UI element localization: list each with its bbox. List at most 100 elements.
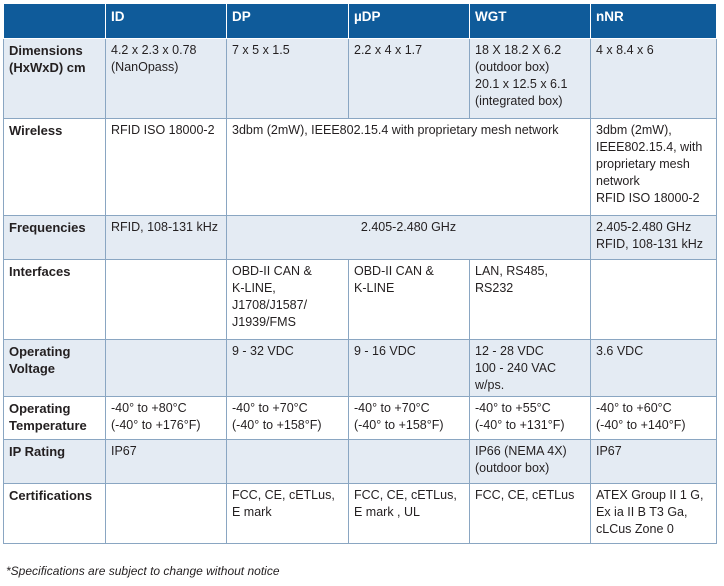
cell-line: E mark , UL	[354, 505, 420, 519]
cell-line: OBD-II CAN &	[232, 264, 312, 278]
cell-nnr: 2.405-2.480 GHz RFID, 108-131 kHz	[590, 215, 717, 260]
cell-line: 9 - 16 VDC	[354, 344, 416, 358]
cell-line: Ex ia II B T3 Ga,	[596, 505, 688, 519]
footnote: *Specifications are subject to change wi…	[6, 564, 280, 578]
cell-line: 7 x 5 x 1.5	[232, 43, 290, 57]
cell-line: network	[596, 174, 640, 188]
cell-line: proprietary mesh	[596, 157, 690, 171]
cell-line: RS232	[475, 281, 514, 295]
cell-line: -40° to +55°C	[475, 401, 551, 415]
row-frequencies: Frequencies RFID, 108-131 kHz 2.405-2.48…	[3, 215, 717, 260]
cell-line: 4 x 8.4 x 6	[596, 43, 654, 57]
row-label: Interfaces	[3, 259, 106, 340]
row-certifications: Certifications FCC, CE, cETLus, E mark FC…	[3, 483, 717, 544]
row-label: Operating Temperature	[3, 396, 106, 440]
cell-line: E mark	[232, 505, 272, 519]
header-udp: µDP	[348, 3, 470, 39]
cell-line: -40° to +80°C	[111, 401, 187, 415]
cell-line: Operating	[9, 344, 71, 359]
cell-line: 3.6 VDC	[596, 344, 644, 358]
cell-line: (integrated box)	[475, 94, 563, 108]
cell-udp: FCC, CE, cETLus, E mark , UL	[348, 483, 470, 544]
cell-line: 9 - 32 VDC	[232, 344, 294, 358]
cell-line: J1708/J1587/	[232, 298, 308, 312]
cell-wgt: 12 - 28 VDC 100 - 240 VAC w/ps.	[469, 339, 591, 397]
row-ip-rating: IP Rating IP67 IP66 (NEMA 4X) (outdoor bo…	[3, 439, 717, 484]
cell-line: ATEX Group II 1 G,	[596, 488, 704, 502]
cell-nnr: 3dbm (2mW), IEEE802.15.4, with proprietary…	[590, 118, 717, 216]
cell-line: Wireless	[9, 123, 63, 138]
spec-table: ID DP µDP WGT nNR Dimensions (HxWxD) cm 4…	[3, 3, 717, 544]
cell-line: K-LINE,	[232, 281, 276, 295]
cell-nnr: -40° to +60°C (-40° to +140°F)	[590, 396, 717, 440]
cell-line: 20.1 x 12.5 x 6.1	[475, 77, 568, 91]
row-label: IP Rating	[3, 439, 106, 484]
cell-line: 2.405-2.480 GHz	[360, 220, 457, 234]
cell-line: K-LINE	[354, 281, 395, 295]
cell-dp	[226, 439, 349, 484]
cell-wgt: FCC, CE, cETLus	[469, 483, 591, 544]
cell-nnr: IP67	[590, 439, 717, 484]
cell-line: J1939/FMS	[232, 315, 296, 329]
cell-line: (outdoor box)	[475, 60, 550, 74]
cell-wgt: LAN, RS485, RS232	[469, 259, 591, 340]
cell-line: 100 - 240 VAC w/ps.	[475, 361, 557, 392]
cell-nnr: 3.6 VDC	[590, 339, 717, 397]
row-label: Frequencies	[3, 215, 106, 260]
cell-line: Certifications	[9, 488, 93, 503]
header-id: ID	[105, 3, 227, 39]
cell-line: (outdoor box)	[475, 461, 550, 475]
cell-line: Frequencies	[9, 220, 86, 235]
cell-line: RFID, 108-131 kHz	[596, 237, 703, 251]
header-row: ID DP µDP WGT nNR	[3, 3, 717, 39]
header-nnr: nNR	[590, 3, 717, 39]
cell-id: IP67	[105, 439, 227, 484]
cell-udp: 2.2 x 4 x 1.7	[348, 38, 470, 119]
cell-line: IEEE802.15.4, with	[596, 140, 703, 154]
cell-line: OBD-II CAN &	[354, 264, 434, 278]
row-wireless: Wireless RFID ISO 18000-2 3dbm (2mW), IE…	[3, 118, 717, 216]
cell-line: cLCus Zone 0	[596, 522, 674, 536]
cell-dp-udp-wgt: 2.405-2.480 GHz	[226, 215, 591, 260]
row-temperature: Operating Temperature -40° to +80°C (-40° …	[3, 396, 717, 440]
row-label: Wireless	[3, 118, 106, 216]
cell-dp: OBD-II CAN & K-LINE, J1708/J1587/J1939/FMS	[226, 259, 349, 340]
cell-line: 18 X 18.2 X 6.2	[475, 43, 562, 57]
cell-wgt: 18 X 18.2 X 6.2 (outdoor box) 20.1 x 12.5 …	[469, 38, 591, 119]
cell-line: Interfaces	[9, 264, 71, 279]
cell-id	[105, 259, 227, 340]
cell-line: Dimensions	[9, 43, 83, 58]
cell-line: FCC, CE, cETLus,	[354, 488, 457, 502]
cell-line: 3dbm (2mW), IEEE802.15.4 with proprietar…	[232, 123, 559, 137]
cell-line: -40° to +70°C	[354, 401, 430, 415]
cell-line: RFID ISO 18000-2	[596, 191, 700, 205]
cell-nnr: 4 x 8.4 x 6	[590, 38, 717, 119]
row-label: Dimensions (HxWxD) cm	[3, 38, 106, 119]
row-interfaces: Interfaces OBD-II CAN & K-LINE, J1708/J158…	[3, 259, 717, 340]
cell-line: (-40° to +158°F)	[354, 418, 444, 432]
cell-line: (-40° to +131°F)	[475, 418, 565, 432]
cell-id: RFID, 108-131 kHz	[105, 215, 227, 260]
cell-id	[105, 339, 227, 397]
cell-id: RFID ISO 18000-2	[105, 118, 227, 216]
cell-line: Temperature	[9, 418, 87, 433]
cell-line: RFID ISO 18000-2	[111, 123, 215, 137]
cell-dp: FCC, CE, cETLus, E mark	[226, 483, 349, 544]
cell-udp	[348, 439, 470, 484]
cell-line: 2.2 x 4 x 1.7	[354, 43, 423, 57]
cell-line: (-40° to +158°F)	[232, 418, 322, 432]
cell-line: -40° to +70°C	[232, 401, 308, 415]
cell-udp: 9 - 16 VDC	[348, 339, 470, 397]
header-dp: DP	[226, 3, 349, 39]
cell-line: (HxWxD) cm	[9, 60, 86, 75]
cell-wgt: IP66 (NEMA 4X) (outdoor box)	[469, 439, 591, 484]
cell-line: Voltage	[9, 361, 55, 376]
cell-line: 4.2 x 2.3 x 0.78	[111, 43, 197, 57]
cell-line: IP67	[111, 444, 137, 458]
header-corner	[3, 3, 106, 39]
row-voltage: Operating Voltage 9 - 32 VDC 9 - 16 VDC 1…	[3, 339, 717, 397]
cell-line: RFID, 108-131 kHz	[111, 220, 218, 234]
cell-line: FCC, CE, cETLus	[475, 488, 575, 502]
cell-line: (-40° to +140°F)	[596, 418, 686, 432]
cell-udp: OBD-II CAN & K-LINE	[348, 259, 470, 340]
